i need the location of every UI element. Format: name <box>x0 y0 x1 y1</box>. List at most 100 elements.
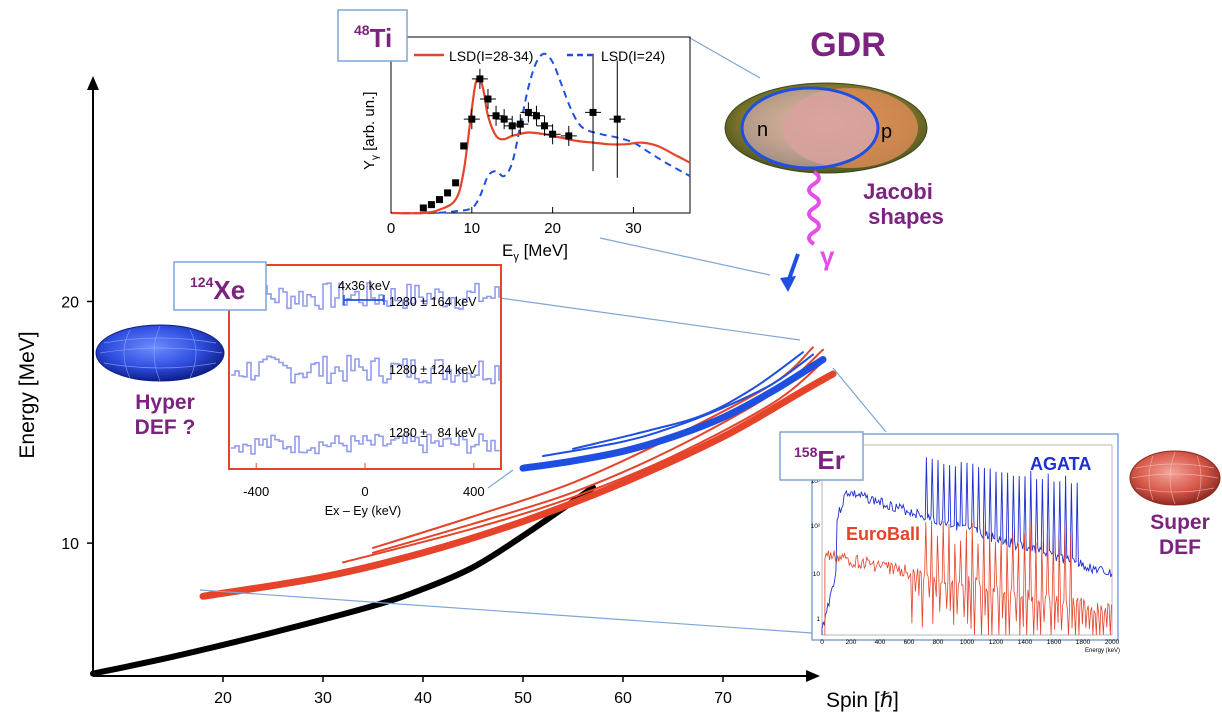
ti-data-point <box>516 120 524 128</box>
x-tick-label: 50 <box>514 690 532 707</box>
ti-data-point <box>419 204 427 212</box>
jacobi-label-2: shapes <box>868 204 944 229</box>
ti-lsd-24 <box>390 52 691 215</box>
ti-data-point <box>565 132 573 140</box>
ti-series <box>390 52 691 215</box>
ti-ticks: 0 10 20 30 <box>387 207 642 237</box>
y-tick-label: 20 <box>61 294 79 311</box>
ti-x-tick-label: 10 <box>463 220 480 237</box>
xe-bracket-label: 4x36 keV <box>338 279 391 293</box>
ti-data-point <box>492 112 500 120</box>
xe-label: 124Xe <box>190 274 245 305</box>
er-x-tick-label: 1400 <box>1018 639 1033 646</box>
er-x-tick-label: 1000 <box>960 639 975 646</box>
ti-x-label: Eγ [MeV] <box>502 241 568 263</box>
y-axis-arrow <box>87 76 99 90</box>
agata-label: AGATA <box>1030 454 1091 474</box>
ti-y-label: Yγ [arb. un.] <box>361 92 381 170</box>
x-axis-label: Spin [ℏ] <box>826 689 899 712</box>
hyper-def: Hyper DEF ? <box>95 324 225 439</box>
band-5 <box>519 356 827 472</box>
er-label-box <box>779 431 864 481</box>
gdr-p-label: p <box>881 121 892 143</box>
ti-x-tick-label: 20 <box>544 220 561 237</box>
gdr-illustration: GDR n p γ Jacobi shapes <box>724 26 944 292</box>
er-inset: 0 200 400 600 800 1000 1200 1400 1600 1800 2000 1 10… <box>779 431 1120 654</box>
euroball-spectrum <box>824 520 1112 636</box>
connector-lines <box>199 37 887 634</box>
er-spectra <box>821 457 1113 636</box>
ti-data-point <box>460 142 468 150</box>
x-axis-arrow <box>806 670 820 682</box>
gdr-n-ellipsoid <box>740 86 880 170</box>
er-x-tick-label: 1600 <box>1047 639 1062 646</box>
er-x-tick-label: 600 <box>904 639 915 646</box>
band-1 <box>199 370 837 600</box>
gamma-wave <box>807 170 821 246</box>
xe-label-box <box>173 261 267 311</box>
er-x-tick-label: 2000 <box>1105 639 1120 646</box>
legend-lsd-28-34: LSD(I=28-34) <box>449 48 533 64</box>
ti-data-point <box>500 115 508 123</box>
xe-x-tick-label: -400 <box>243 484 269 499</box>
x-tick-label: 30 <box>314 690 332 707</box>
ti-data-point <box>541 122 549 130</box>
ti-label-box <box>337 9 408 62</box>
ti-data-point <box>452 179 460 187</box>
band-2 <box>342 360 824 564</box>
ti-data-point <box>444 189 452 197</box>
ti-data-point <box>613 115 621 123</box>
x-tick-label: 20 <box>214 690 232 707</box>
hyper-ellipsoid <box>95 324 225 382</box>
er-y-tick-label: 10² <box>811 523 821 530</box>
xe-band-1: 1280 ± 164 keV <box>389 295 477 309</box>
er-x-tick-label: 800 <box>933 639 944 646</box>
er-x-tick-label: 1800 <box>1076 639 1091 646</box>
xe-spectrum-0 <box>231 282 500 310</box>
ti-data-point <box>435 196 443 204</box>
xe-x-tick-label: 0 <box>361 484 368 499</box>
band-6 <box>542 353 814 458</box>
er-x-tick-label: 200 <box>846 639 857 646</box>
hyper-label-1: Hyper <box>135 391 195 414</box>
x-tick-label: 70 <box>714 690 732 707</box>
jacobi-label-1: Jacobi <box>863 179 933 204</box>
ti-inset: 0 10 20 30 Eγ [MeV] Yγ [arb. un.] LSD(I=28-… <box>337 9 691 263</box>
er-label: 158Er <box>794 444 845 475</box>
ti-lsd-28-34 <box>390 76 691 215</box>
xe-spectra <box>231 282 500 455</box>
ti-data-point <box>524 108 532 116</box>
super-ellipsoid <box>1129 450 1221 506</box>
y-tick-label: 10 <box>61 536 79 553</box>
agata-spectrum <box>821 457 1113 635</box>
ti-x-tick-label: 0 <box>387 220 395 237</box>
er-x-tick-label: 400 <box>875 639 886 646</box>
ti-label: 48Ti <box>354 22 392 53</box>
ti-data-point <box>468 115 476 123</box>
xe-x-tick-label: 400 <box>463 484 485 499</box>
x-tick-label: 40 <box>414 690 432 707</box>
ti-x-tick-label: 30 <box>625 220 642 237</box>
er-x-tick-label: 1200 <box>989 639 1004 646</box>
ti-data-point <box>532 112 540 120</box>
xe-spectrum-1 <box>231 354 500 385</box>
er-x-label: Energy (keV) <box>1085 648 1120 654</box>
xe-x-label: Ex – Ey (keV) <box>325 504 401 518</box>
xe-band-3: 1280 ± 84 keV <box>389 426 477 440</box>
x-tick-label: 60 <box>614 690 632 707</box>
er-y-tick-label: 1 <box>816 616 820 623</box>
ti-data-point <box>589 108 597 116</box>
er-y-tick-label: 10³ <box>811 478 821 485</box>
er-ticks: 0 200 400 600 800 1000 1200 1400 1600 1800 2000 1 10… <box>811 478 1120 646</box>
gamma-label: γ <box>820 241 835 271</box>
main-ticks: 20 30 40 50 60 70 10 20 <box>61 294 732 707</box>
gdr-n-label: n <box>757 119 768 141</box>
super-def: Super DEF <box>1129 450 1221 559</box>
xe-spectrum-2 <box>231 433 500 455</box>
gdr-title: GDR <box>810 26 886 64</box>
ti-data-point <box>427 201 435 209</box>
xe-inset: 4x36 keV 1280 ± 164 keV 1280 ± 124 keV 1… <box>173 261 502 518</box>
